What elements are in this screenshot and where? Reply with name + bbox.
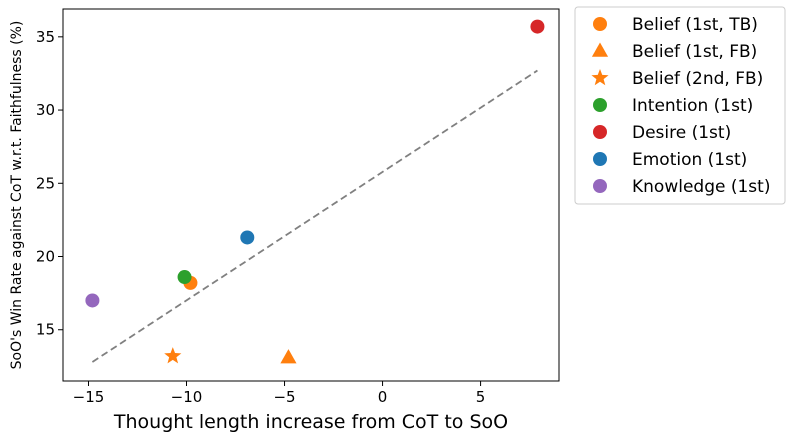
- legend-marker-knowledge-1st: [593, 179, 607, 193]
- legend-item-desire-1st: Desire (1st): [593, 123, 731, 143]
- legend-marker-intention-1st: [593, 98, 607, 112]
- legend-label: Belief (1st, FB): [632, 42, 757, 62]
- plot-frame: [62, 8, 560, 382]
- legend-frame: [574, 6, 786, 205]
- data-point-desire-1st: [530, 19, 545, 34]
- legend: Belief (1st, TB) Belief (1st, FB) Belief (…: [574, 6, 786, 205]
- x-axis-ticks: −15 −10 −5 0 5: [73, 381, 486, 406]
- legend-label: Intention (1st): [632, 96, 753, 116]
- legend-item-belief-1st-fb: Belief (1st, FB): [591, 42, 757, 62]
- y-axis-label: SoO's Win Rate against CoT w.r.t. Faithf…: [9, 21, 25, 370]
- legend-marker-belief-2nd-fb: [591, 69, 609, 86]
- data-point-belief-2nd-fb: [164, 347, 182, 364]
- x-axis-label: Thought length increase from CoT to SoO: [113, 411, 508, 433]
- legend-label: Belief (1st, TB): [632, 15, 758, 35]
- legend-label: Emotion (1st): [632, 150, 747, 170]
- legend-marker-belief-1st-fb: [591, 42, 609, 57]
- legend-marker-belief-1st-tb: [593, 17, 607, 31]
- data-point-emotion-1st: [240, 230, 255, 245]
- legend-marker-emotion-1st: [593, 152, 607, 166]
- legend-item-emotion-1st: Emotion (1st): [593, 150, 747, 170]
- data-point-knowledge-1st: [85, 293, 100, 308]
- y-tick-label: 15: [36, 321, 55, 339]
- y-axis-ticks: 15 20 25 30 35: [36, 28, 63, 339]
- legend-item-knowledge-1st: Knowledge (1st): [593, 177, 770, 197]
- y-tick-label: 35: [36, 28, 55, 46]
- x-tick-label: −5: [273, 388, 295, 406]
- y-tick-label: 25: [36, 174, 55, 192]
- legend-marker-desire-1st: [593, 125, 607, 139]
- legend-items: Belief (1st, TB) Belief (1st, FB) Belief (…: [591, 15, 770, 197]
- legend-item-belief-2nd-fb: Belief (2nd, FB): [591, 69, 763, 89]
- trendline: [91, 69, 538, 363]
- x-tick-label: 5: [476, 388, 486, 406]
- data-point-belief-1st-fb: [280, 349, 297, 364]
- legend-label: Desire (1st): [632, 123, 731, 143]
- plot-background: [63, 9, 559, 381]
- legend-item-belief-1st-tb: Belief (1st, TB): [593, 15, 758, 35]
- legend-label: Knowledge (1st): [632, 177, 770, 197]
- legend-label: Belief (2nd, FB): [632, 69, 763, 89]
- data-point-intention-1st: [177, 270, 192, 285]
- trendline-layer: [91, 69, 538, 363]
- data-points-layer: [85, 19, 545, 364]
- x-tick-label: −10: [171, 388, 203, 406]
- x-tick-label: −15: [73, 388, 105, 406]
- x-tick-label: 0: [378, 388, 388, 406]
- y-tick-label: 20: [36, 248, 55, 266]
- y-tick-label: 30: [36, 101, 55, 119]
- legend-item-intention-1st: Intention (1st): [593, 96, 753, 116]
